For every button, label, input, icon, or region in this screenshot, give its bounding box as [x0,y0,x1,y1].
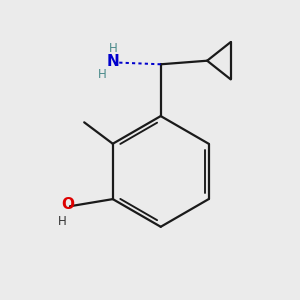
Text: H: H [109,42,118,56]
Text: O: O [61,197,75,212]
Text: N: N [107,54,120,69]
Text: H: H [98,68,106,81]
Text: H: H [58,215,66,228]
